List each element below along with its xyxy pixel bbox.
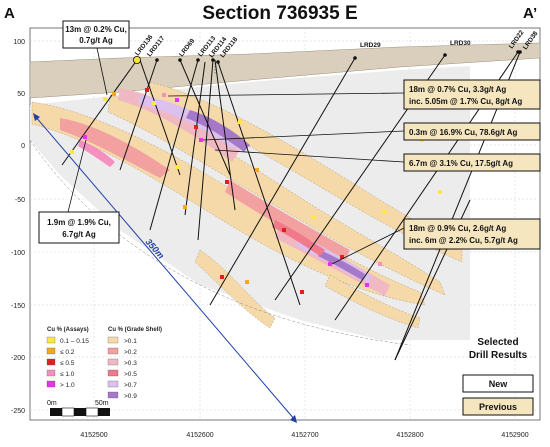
svg-text:>0.3: >0.3 [124,360,137,367]
callout-0-3m: 0.3m @ 16.9% Cu, 78.6g/t Ag [403,122,541,141]
svg-text:18m @ 0.9% Cu, 2.6g/t Ag: 18m @ 0.9% Cu, 2.6g/t Ag [409,224,506,233]
y-tick: -250 [11,408,25,415]
projected-traces [114,59,216,91]
svg-text:≤ 1.0: ≤ 1.0 [60,371,75,378]
svg-text:inc. 5.05m @ 1.7% Cu, 8g/t Ag: inc. 5.05m @ 1.7% Cu, 8g/t Ag [409,97,522,106]
x-tick: 4152700 [291,432,318,439]
callout-6-7m: 6.7m @ 3.1% Cu, 17.5g/t Ag [403,153,541,172]
section-start-label: A [4,5,15,22]
section-title: Section 736935 E [202,3,357,24]
svg-text:6.7g/t Ag: 6.7g/t Ag [62,230,96,239]
svg-text:>0.9: >0.9 [124,393,137,400]
scale-bar: 0m 50m [47,400,110,417]
svg-text:> 1.0: > 1.0 [60,382,75,389]
y-tick: -200 [11,355,25,362]
hole-label: LRD30 [450,40,471,47]
svg-text:1.9m @ 1.9% Cu,: 1.9m @ 1.9% Cu, [47,218,111,227]
svg-text:0m: 0m [47,400,57,407]
hole-label: LRD29 [360,42,381,49]
x-tick: 4152600 [186,432,213,439]
y-tick: 0 [21,143,25,150]
svg-text:Cu % (Assays): Cu % (Assays) [47,327,89,333]
grade-shells [31,81,463,329]
svg-text:Previous: Previous [479,402,517,412]
svg-text:Drill Results: Drill Results [469,350,528,361]
legend-assays: Cu % (Assays) 0.1 – 0.15 ≤ 0.2 ≤ 0.5 ≤ 1… [46,327,89,389]
svg-text:>0.7: >0.7 [124,382,137,389]
svg-text:0.7g/t Ag: 0.7g/t Ag [79,36,113,45]
previous-key: Previous [462,397,534,416]
svg-text:>0.5: >0.5 [124,371,137,378]
y-tick: 50 [17,91,25,98]
svg-text:inc. 6m @ 2.2% Cu, 5.7g/t Ag: inc. 6m @ 2.2% Cu, 5.7g/t Ag [409,236,518,245]
x-axis: 4152500 4152600 4152700 4152800 4152900 [80,432,528,439]
callout-18m-upper: 18m @ 0.7% Cu, 3.3g/t Ag inc. 5.05m @ 1.… [403,79,541,110]
callout-leaders [67,47,405,265]
svg-text:0.1 – 0.15: 0.1 – 0.15 [60,338,89,345]
svg-text:≤ 0.2: ≤ 0.2 [60,349,75,356]
selected-results-key: Selected Drill Results New Previous [462,337,534,416]
callout-18m-lower: 18m @ 0.9% Cu, 2.6g/t Ag inc. 6m @ 2.2% … [403,218,541,250]
svg-text:Cu % (Grade Shell): Cu % (Grade Shell) [108,327,162,333]
legend-grade-shell: Cu % (Grade Shell) >0.1 >0.2 >0.3 >0.5 >… [107,327,162,400]
svg-text:Selected: Selected [477,337,518,348]
callout-13m: 13m @ 0.2% Cu, 0.7g/t Ag [62,20,130,49]
x-tick: 4152500 [80,432,107,439]
svg-text:>0.1: >0.1 [124,338,137,345]
section-end-label: A’ [523,5,537,22]
model-boundary [29,139,411,346]
y-tick: -150 [11,303,25,310]
callout-1-9m: 1.9m @ 1.9% Cu, 6.7g/t Ag [38,211,120,244]
svg-text:6.7m @ 3.1% Cu, 17.5g/t Ag: 6.7m @ 3.1% Cu, 17.5g/t Ag [409,159,513,168]
x-tick: 4152800 [396,432,423,439]
y-tick: -100 [11,250,25,257]
svg-text:13m @ 0.2% Cu,: 13m @ 0.2% Cu, [65,25,127,34]
hole-label: LRD69 [178,37,196,58]
x-tick: 4152900 [501,432,528,439]
y-tick: 100 [13,39,25,46]
y-axis: 100 50 0 -50 -100 -150 -200 -250 [11,39,25,415]
y-tick: -50 [15,197,25,204]
collars [132,50,522,65]
svg-text:≤ 0.5: ≤ 0.5 [60,360,75,367]
svg-text:50m: 50m [95,400,109,407]
svg-text:>0.2: >0.2 [124,349,137,356]
svg-text:New: New [489,379,509,389]
svg-text:18m @ 0.7% Cu, 3.3g/t Ag: 18m @ 0.7% Cu, 3.3g/t Ag [409,85,506,94]
svg-text:0.3m @ 16.9% Cu, 78.6g/t Ag: 0.3m @ 16.9% Cu, 78.6g/t Ag [409,128,518,137]
new-key: New [462,374,534,393]
assay-markers [70,88,442,294]
